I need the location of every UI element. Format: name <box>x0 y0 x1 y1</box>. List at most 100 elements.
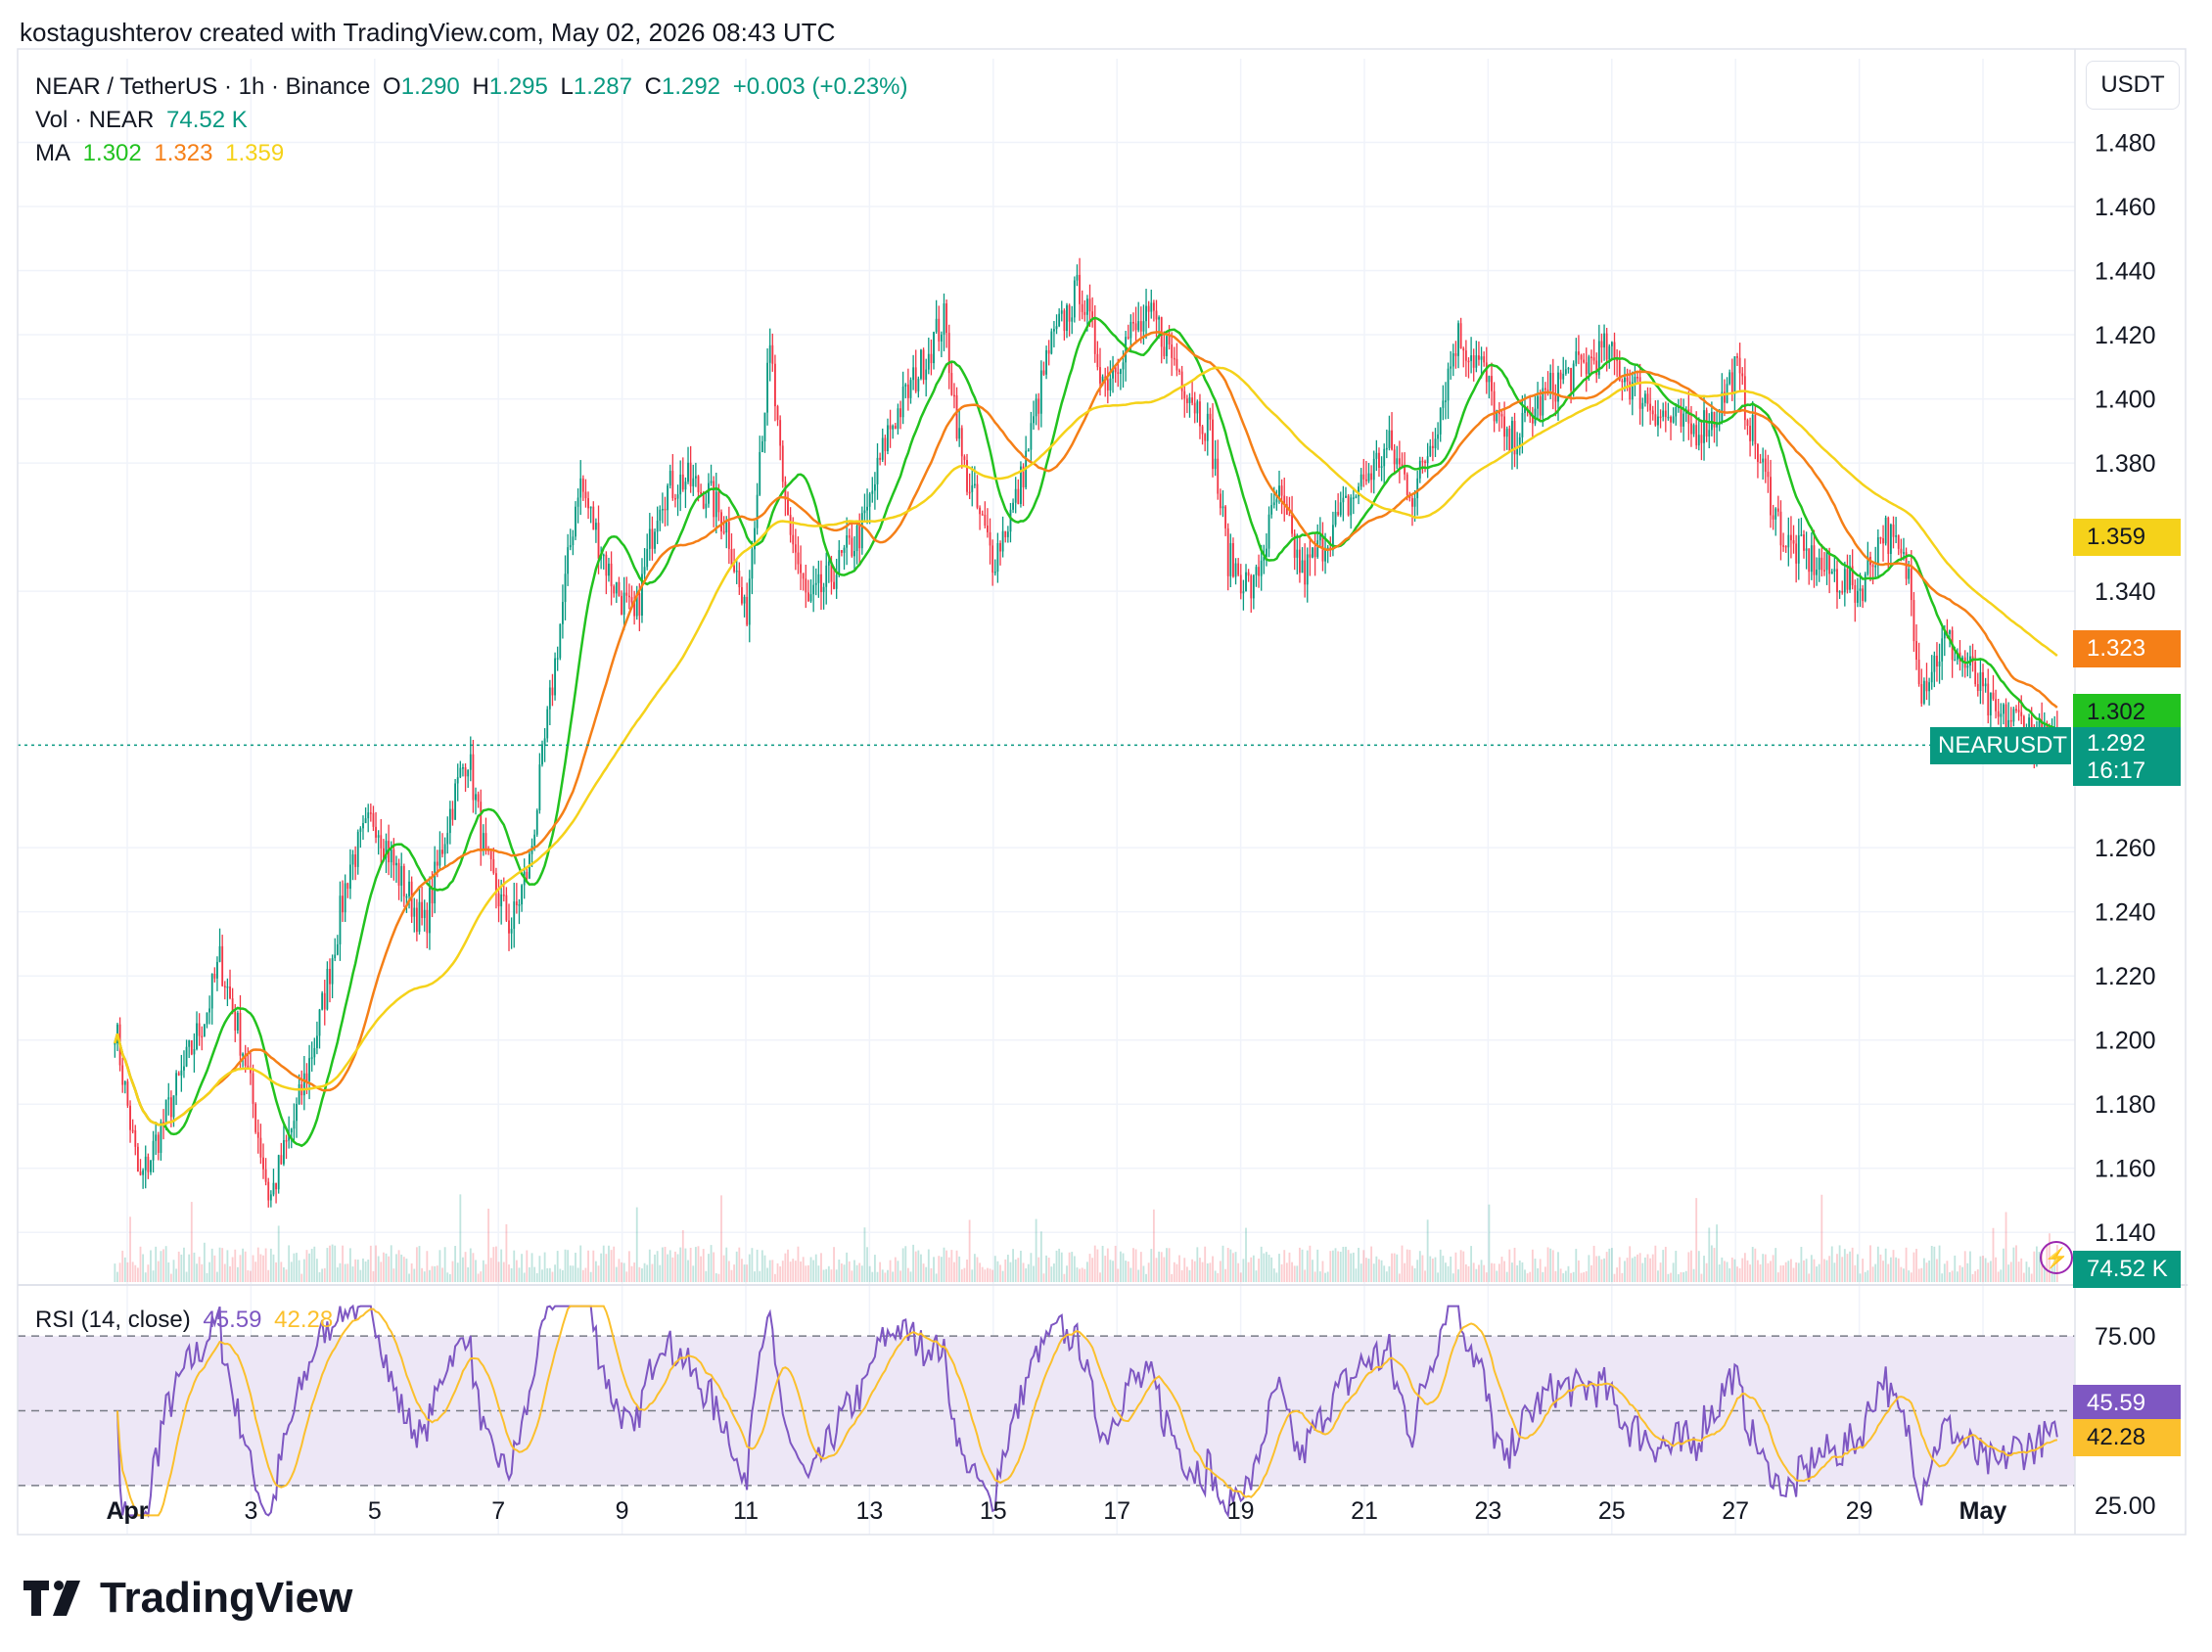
candle-body <box>1199 401 1201 427</box>
candle-body <box>1096 353 1099 368</box>
candle-body <box>646 548 649 568</box>
volume-bar <box>429 1269 431 1282</box>
volume-bar <box>1613 1273 1616 1282</box>
price-tick-label: 1.480 <box>2095 130 2156 158</box>
volume-bar <box>1416 1260 1419 1282</box>
candle-body <box>1175 358 1178 371</box>
candle-body <box>1134 323 1137 331</box>
volume-bar <box>1147 1262 1150 1282</box>
price-tick-label: 1.180 <box>2095 1091 2156 1119</box>
volume-bar <box>1263 1253 1266 1282</box>
volume-bar <box>835 1269 838 1282</box>
volume-bar <box>863 1227 866 1282</box>
volume-row: Vol · NEAR 74.52 K <box>35 104 914 137</box>
volume-bar <box>1050 1266 1053 1282</box>
volume-bar <box>958 1256 961 1282</box>
volume-bar <box>1413 1267 1416 1282</box>
time-axis-labels: Apr 3 5 7 9 11 13 15 17 19 21 23 25 27 29 May <box>106 1497 2006 1525</box>
candle-body <box>280 1155 283 1165</box>
currency-button[interactable]: USDT <box>2086 61 2180 110</box>
volume-bar <box>1321 1261 1324 1282</box>
candle-body <box>792 534 795 545</box>
volume-bar <box>288 1245 291 1282</box>
symbol-title[interactable]: NEAR / TetherUS · 1h · Binance <box>35 73 371 100</box>
volume-bar <box>134 1264 137 1282</box>
volume-bar <box>1472 1262 1475 1282</box>
candle-body <box>2030 717 2033 728</box>
volume-bar <box>1337 1251 1340 1282</box>
volume-bar <box>190 1202 193 1282</box>
volume-bar <box>2043 1264 2046 1282</box>
volume-bar <box>408 1273 410 1282</box>
volume-bar <box>1306 1250 1309 1282</box>
candle-body <box>556 658 559 660</box>
candle-body <box>318 1009 321 1036</box>
volume-bar <box>1682 1272 1685 1282</box>
candle-body <box>947 333 950 374</box>
candle-body <box>1359 474 1362 487</box>
volume-bar <box>1073 1256 1076 1282</box>
candle-body <box>853 551 855 557</box>
time-tick-label: 29 <box>1846 1497 1873 1525</box>
candle-body <box>1119 369 1122 375</box>
candle-body <box>1889 524 1892 554</box>
candle-body <box>1168 336 1171 344</box>
candle-body <box>1022 466 1025 487</box>
candle-body <box>334 954 337 959</box>
candle-body <box>564 574 567 603</box>
volume-bar <box>1166 1248 1168 1282</box>
tradingview-logo[interactable]: TradingView <box>23 1574 352 1623</box>
candle-body <box>1350 497 1353 516</box>
volume-bar <box>904 1246 907 1282</box>
ma-label[interactable]: MA <box>35 140 70 166</box>
volume-bar <box>293 1253 296 1282</box>
candle-body <box>1884 517 1887 544</box>
volume-bar <box>1488 1204 1491 1282</box>
volume-label[interactable]: Vol · NEAR <box>35 107 155 133</box>
volume-bar <box>1352 1252 1355 1282</box>
candle-body <box>402 866 405 896</box>
candle-body <box>448 808 451 834</box>
volume-bar <box>955 1250 958 1282</box>
candle-body <box>615 581 618 594</box>
candle-body <box>581 478 584 492</box>
volume-bar <box>594 1261 597 1282</box>
candle-body <box>250 1068 252 1074</box>
candle-body <box>1478 355 1480 360</box>
candle-body <box>1221 506 1224 509</box>
rsi-badge: 45.59 <box>2073 1385 2181 1422</box>
volume-bar <box>157 1261 160 1282</box>
candle-body <box>892 426 895 430</box>
candle-body <box>1362 474 1365 480</box>
candle-body <box>950 373 953 395</box>
candle-body <box>1404 467 1406 475</box>
volume-bar <box>530 1253 533 1282</box>
candle-body <box>408 881 410 896</box>
candle-body <box>1784 545 1787 548</box>
rsi-label[interactable]: RSI (14, close) <box>35 1307 191 1333</box>
candle-body <box>1258 567 1260 576</box>
candle-body <box>475 794 477 801</box>
volume-bar <box>1833 1262 1836 1282</box>
volume-bar <box>129 1216 131 1282</box>
volume-bar <box>136 1267 139 1282</box>
candle-body <box>221 945 224 987</box>
volume-bar <box>244 1251 247 1282</box>
volume-bar <box>1500 1257 1503 1282</box>
candle-body <box>497 893 500 907</box>
volume-bar <box>1212 1256 1214 1282</box>
candle-body <box>1559 372 1562 380</box>
candle-body <box>533 834 536 847</box>
volume-bar <box>792 1259 795 1282</box>
lightning-icon[interactable]: ⚡ <box>2040 1241 2073 1274</box>
candle-body <box>239 1012 242 1056</box>
volume-bar <box>415 1247 418 1282</box>
candle-body <box>1646 393 1649 404</box>
volume-bar <box>1431 1258 1434 1282</box>
candle-body <box>622 592 625 615</box>
volume-bar <box>1982 1256 1984 1282</box>
candle-body <box>1846 569 1849 590</box>
candle-body <box>1266 548 1267 557</box>
candle-body <box>1293 533 1296 558</box>
